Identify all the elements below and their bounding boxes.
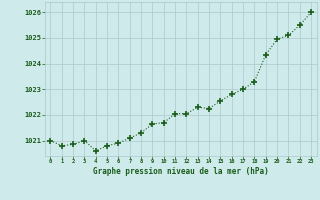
X-axis label: Graphe pression niveau de la mer (hPa): Graphe pression niveau de la mer (hPa) xyxy=(93,167,269,176)
